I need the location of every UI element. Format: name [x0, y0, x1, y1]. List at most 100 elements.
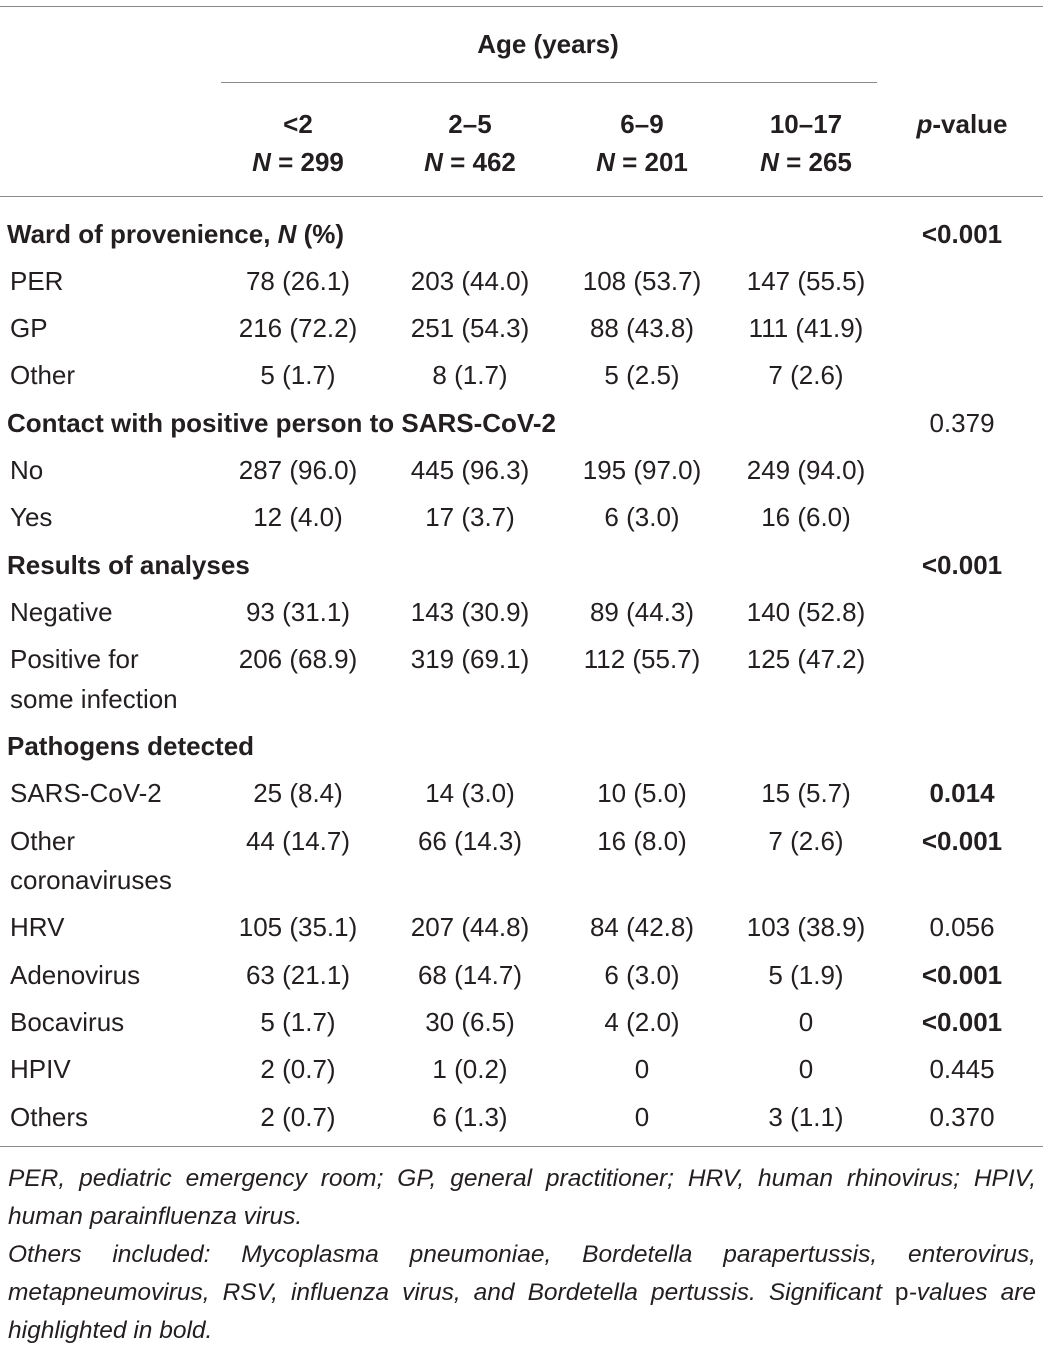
header-bottom-rule [0, 196, 1043, 197]
row-label: Negative [10, 597, 113, 627]
table-cell: 203 (44.0) [410, 266, 530, 296]
row-label: No [10, 455, 44, 485]
table-cell: 105 (35.1) [238, 912, 358, 942]
table-cell: 30 (6.5) [425, 1007, 515, 1037]
table-cell: 44 (14.7) [245, 826, 351, 856]
row-label-continued: coronaviruses [10, 865, 172, 895]
table-cell: 2 (0.7) [260, 1102, 336, 1132]
table-cell: 93 (31.1) [245, 597, 351, 627]
table-cell: 2 (0.7) [260, 1054, 336, 1084]
table-cell: 7 (2.6) [768, 360, 844, 390]
table-cell: 445 (96.3) [410, 455, 530, 485]
column-header-age-2-5: 2–5 [448, 109, 492, 139]
footnote-others: Others included: Mycoplasma pneumoniae, … [8, 1241, 1036, 1344]
row-label: GP [10, 313, 48, 343]
table-cell: 16 (6.0) [761, 502, 851, 532]
table-cell: 7 (2.6) [768, 826, 844, 856]
column-header-age-lt2: <2 [283, 109, 313, 139]
table-cell: 103 (38.9) [746, 912, 866, 942]
table-cell: 12 (4.0) [253, 502, 343, 532]
table-cell: 125 (47.2) [746, 644, 866, 674]
table-cell: 66 (14.3) [417, 826, 523, 856]
table-cell: 251 (54.3) [410, 313, 530, 343]
table-cell: 89 (44.3) [589, 597, 695, 627]
table-cell: 84 (42.8) [589, 912, 695, 942]
table-cell: 6 (3.0) [604, 502, 680, 532]
column-n-age-10-17: N = 265 [760, 147, 852, 177]
table-cell: 6 (3.0) [604, 960, 680, 990]
footnote-abbreviations: PER, pediatric emergency room; GP, gener… [8, 1165, 1036, 1230]
table-cell: 6 (1.3) [432, 1102, 508, 1132]
age-group-underline [221, 82, 877, 83]
table-bottom-rule [0, 1146, 1043, 1147]
table-cell: 88 (43.8) [589, 313, 695, 343]
column-n-age-2-5: N = 462 [424, 147, 516, 177]
table-cell: 111 (41.9) [748, 313, 864, 343]
row-label: Positive for [10, 644, 139, 674]
row-pvalue: <0.001 [921, 826, 1003, 856]
column-header-age-6-9: 6–9 [620, 109, 664, 139]
table-cell: 63 (21.1) [245, 960, 351, 990]
row-label: Other [10, 826, 76, 856]
row-label: PER [10, 266, 64, 296]
table-cell: 287 (96.0) [238, 455, 358, 485]
table-cell: 0 [798, 1054, 814, 1084]
table-cell: 319 (69.1) [410, 644, 530, 674]
section-pvalue: <0.001 [921, 219, 1003, 249]
table-cell: 17 (3.7) [425, 502, 515, 532]
table-cell: 5 (1.9) [768, 960, 844, 990]
table-cell: 112 (55.7) [583, 644, 701, 674]
table-cell: 68 (14.7) [417, 960, 523, 990]
row-pvalue: <0.001 [921, 1007, 1003, 1037]
table-top-rule [0, 6, 1043, 7]
section-title-contact: Contact with positive person to SARS-CoV… [7, 408, 556, 438]
row-label: HRV [10, 912, 65, 942]
section-title-pathogens: Pathogens detected [7, 731, 255, 761]
row-label: Bocavirus [10, 1007, 125, 1037]
table-cell: 216 (72.2) [238, 313, 358, 343]
table-cell: 3 (1.1) [768, 1102, 844, 1132]
table-cell: 1 (0.2) [432, 1054, 508, 1084]
table-cell: 5 (1.7) [260, 360, 336, 390]
table-cell: 5 (2.5) [604, 360, 680, 390]
table-cell: 8 (1.7) [432, 360, 508, 390]
row-pvalue: 0.445 [929, 1054, 995, 1084]
table-cell: 10 (5.0) [597, 778, 687, 808]
table-cell: 143 (30.9) [410, 597, 530, 627]
table-cell: 249 (94.0) [746, 455, 866, 485]
table-cell: 5 (1.7) [260, 1007, 336, 1037]
table-cell: 147 (55.5) [746, 266, 866, 296]
table-cell: 4 (2.0) [604, 1007, 680, 1037]
table-cell: 108 (53.7) [582, 266, 702, 296]
row-label: Others [10, 1102, 89, 1132]
section-title-ward: Ward of provenience, N (%) [7, 219, 345, 249]
table-footnotes: PER, pediatric emergency room; GP, gener… [8, 1160, 1036, 1350]
table-cell: 206 (68.9) [238, 644, 358, 674]
section-pvalue: 0.379 [929, 408, 995, 438]
column-header-age-10-17: 10–17 [769, 109, 843, 139]
row-pvalue: 0.370 [929, 1102, 995, 1132]
row-pvalue: <0.001 [921, 960, 1003, 990]
row-pvalue: 0.014 [929, 778, 995, 808]
column-header-pvalue: p-value [916, 109, 1008, 139]
row-label: Yes [10, 502, 53, 532]
table-cell: 0 [798, 1007, 814, 1037]
table-cell: 25 (8.4) [253, 778, 343, 808]
table-cell: 78 (26.1) [245, 266, 351, 296]
row-label: Other [10, 360, 76, 390]
table-cell: 15 (5.7) [761, 778, 851, 808]
age-group-header: Age (years) [477, 29, 619, 59]
table-cell: 140 (52.8) [746, 597, 866, 627]
table-cell: 0 [634, 1102, 650, 1132]
table-cell: 14 (3.0) [425, 778, 515, 808]
table-cell: 16 (8.0) [597, 826, 687, 856]
column-n-age-lt2: N = 299 [252, 147, 344, 177]
table-cell: 207 (44.8) [410, 912, 530, 942]
row-label: Adenovirus [10, 960, 141, 990]
table-cell: 195 (97.0) [582, 455, 702, 485]
row-label: HPIV [10, 1054, 71, 1084]
section-title-results: Results of analyses [7, 550, 250, 580]
table-cell: 0 [634, 1054, 650, 1084]
section-pvalue: <0.001 [921, 550, 1003, 580]
row-pvalue: 0.056 [929, 912, 995, 942]
